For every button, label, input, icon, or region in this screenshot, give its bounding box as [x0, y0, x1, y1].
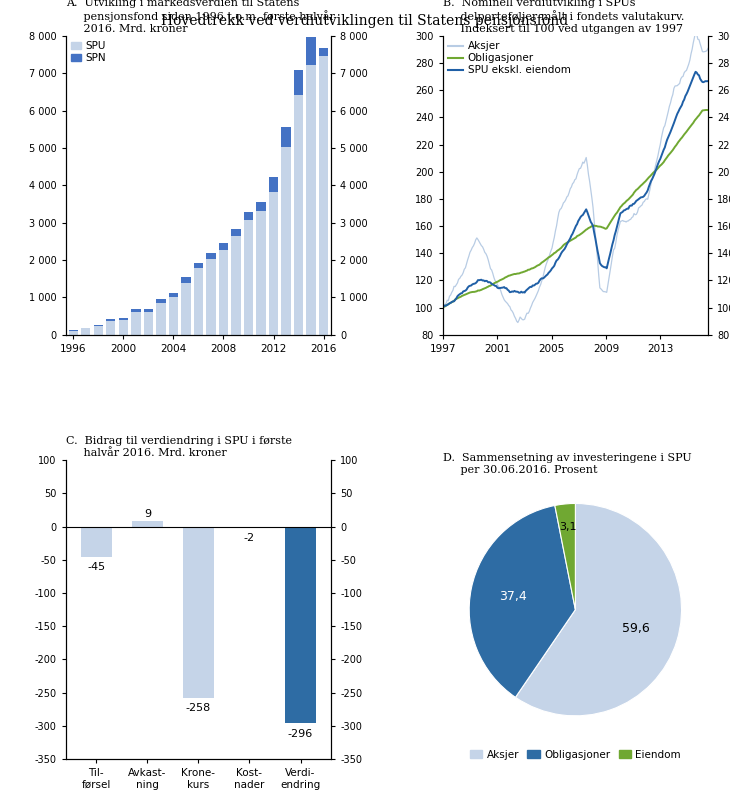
Bar: [319, 48, 328, 56]
Bar: [118, 318, 128, 320]
Bar: [169, 292, 178, 297]
Bar: [132, 521, 163, 527]
Bar: [307, 65, 316, 335]
Bar: [193, 268, 203, 335]
Text: 9: 9: [144, 509, 151, 519]
Bar: [131, 312, 140, 335]
Bar: [307, 38, 316, 65]
Bar: [93, 326, 103, 335]
Text: D.  Sammensetning av investeringene i SPU
     per 30.06.2016. Prosent: D. Sammensetning av investeringene i SPU…: [442, 453, 691, 475]
Bar: [294, 94, 303, 335]
Bar: [281, 127, 291, 146]
Bar: [285, 527, 316, 723]
Bar: [269, 177, 278, 193]
Bar: [234, 527, 265, 528]
Bar: [144, 312, 153, 335]
Bar: [181, 277, 191, 283]
Legend: SPU, SPN: SPU, SPN: [71, 42, 106, 63]
Text: B.  Nominell verdiutvikling i SPUs
     delporteføljer målt i fondets valutakurv: B. Nominell verdiutvikling i SPUs delpor…: [442, 0, 684, 34]
Bar: [231, 229, 241, 237]
Legend: Aksjer, Obligasjoner, SPU ekskl. eiendom: Aksjer, Obligasjoner, SPU ekskl. eiendom: [447, 42, 571, 75]
Text: -45: -45: [88, 562, 105, 572]
Bar: [219, 243, 228, 250]
Bar: [319, 56, 328, 335]
Bar: [156, 303, 166, 335]
Bar: [269, 193, 278, 335]
Wedge shape: [555, 503, 575, 610]
Bar: [219, 250, 228, 335]
Bar: [281, 146, 291, 335]
Text: -2: -2: [244, 533, 255, 543]
Bar: [106, 320, 115, 321]
Text: 37,4: 37,4: [499, 590, 527, 603]
Text: C.  Bidrag til verdiendring i SPU i første
     halvår 2016. Mrd. kroner: C. Bidrag til verdiendring i SPU i først…: [66, 436, 292, 458]
Bar: [118, 320, 128, 335]
Bar: [207, 253, 215, 260]
Bar: [244, 220, 253, 335]
Text: -258: -258: [186, 703, 211, 714]
Bar: [169, 297, 178, 335]
Bar: [156, 300, 166, 303]
Text: 3,1: 3,1: [559, 523, 577, 532]
Bar: [181, 283, 191, 335]
Bar: [81, 527, 112, 557]
Bar: [106, 321, 115, 335]
Legend: Aksjer, Obligasjoner, Eiendom: Aksjer, Obligasjoner, Eiendom: [466, 745, 685, 764]
Bar: [81, 328, 91, 335]
Bar: [131, 308, 140, 312]
Bar: [231, 237, 241, 335]
Bar: [256, 202, 266, 211]
Wedge shape: [469, 506, 575, 698]
Text: Hovedtrekk ved verdiutviklingen til Statens pensjonsfond: Hovedtrekk ved verdiutviklingen til Stat…: [161, 14, 569, 29]
Text: A.  Utvikling i markedsverdien til Statens
     pensjonsfond siden 1996 t.o.m. f: A. Utvikling i markedsverdien til Staten…: [66, 0, 334, 34]
Bar: [193, 263, 203, 268]
Bar: [69, 331, 78, 335]
Bar: [294, 70, 303, 94]
Wedge shape: [515, 503, 682, 716]
Bar: [183, 527, 214, 698]
Bar: [244, 212, 253, 220]
Bar: [144, 308, 153, 312]
Bar: [207, 260, 215, 335]
Text: -296: -296: [288, 729, 313, 738]
Bar: [93, 325, 103, 326]
Text: 59,6: 59,6: [623, 622, 650, 635]
Bar: [256, 211, 266, 335]
